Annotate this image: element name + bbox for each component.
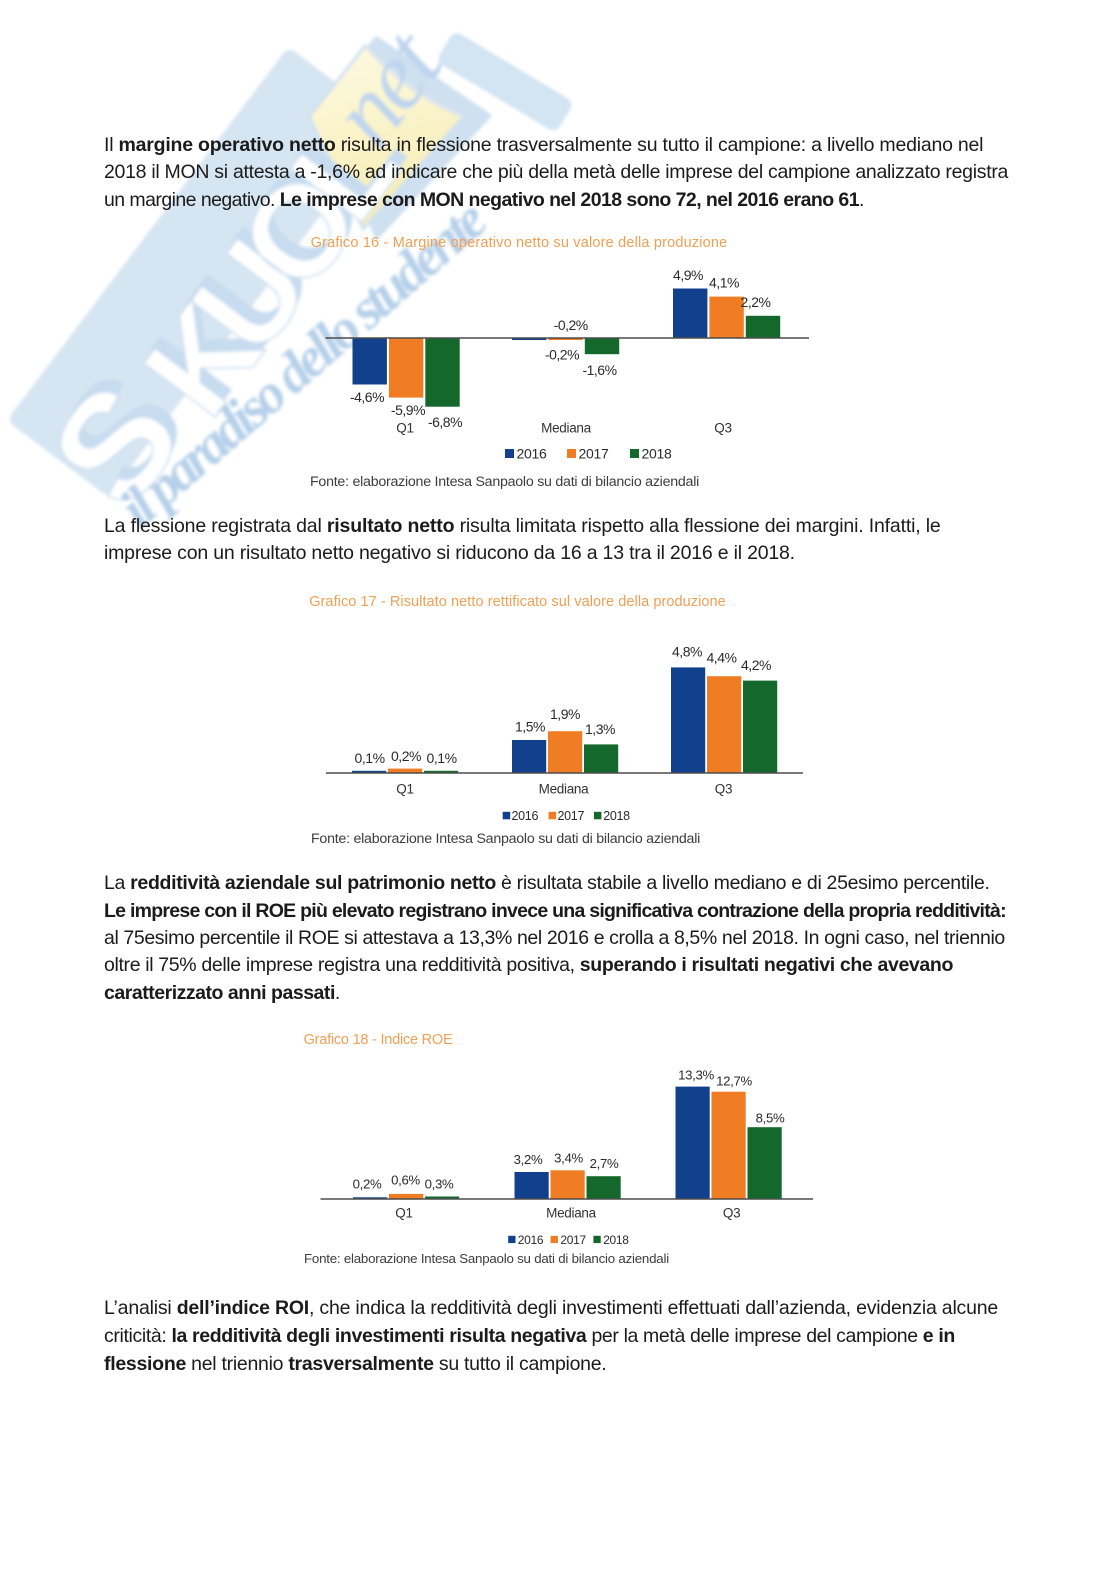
svg-text:0,1%: 0,1%: [427, 750, 457, 766]
svg-text:Grafico 16 - Margine operativo: Grafico 16 - Margine operativo netto su …: [311, 235, 728, 251]
svg-text:Fonte: elaborazione Intesa San: Fonte: elaborazione Intesa Sanpaolo su d…: [311, 831, 700, 847]
svg-text:0,3%: 0,3%: [425, 1177, 454, 1192]
svg-text:4,4%: 4,4%: [706, 649, 736, 665]
svg-text:4,2%: 4,2%: [741, 657, 771, 673]
svg-text:Q1: Q1: [396, 782, 413, 797]
svg-text:2017: 2017: [558, 809, 585, 823]
svg-text:-0,2%: -0,2%: [554, 317, 588, 333]
svg-text:1,9%: 1,9%: [550, 706, 580, 722]
svg-text:Mediana: Mediana: [539, 782, 589, 797]
svg-text:2018: 2018: [603, 809, 630, 823]
svg-text:Mediana: Mediana: [546, 1205, 596, 1220]
svg-text:3,4%: 3,4%: [554, 1150, 583, 1165]
svg-text:-6,8%: -6,8%: [428, 414, 462, 430]
svg-text:3,2%: 3,2%: [514, 1152, 543, 1167]
svg-text:2,2%: 2,2%: [741, 294, 771, 310]
svg-text:Grafico 18 - Indice ROE: Grafico 18 - Indice ROE: [304, 1032, 453, 1048]
svg-text:1,5%: 1,5%: [515, 718, 545, 734]
svg-text:Q1: Q1: [396, 421, 413, 436]
svg-text:2016: 2016: [518, 1233, 544, 1247]
svg-text:-5,9%: -5,9%: [391, 402, 425, 418]
svg-text:Q3: Q3: [723, 1205, 740, 1220]
svg-text:Fonte: elaborazione Intesa San: Fonte: elaborazione Intesa Sanpaolo su d…: [304, 1251, 669, 1266]
svg-text:4,1%: 4,1%: [709, 274, 739, 290]
svg-text:0,6%: 0,6%: [391, 1173, 420, 1188]
svg-text:0,1%: 0,1%: [355, 750, 385, 766]
svg-text:2017: 2017: [579, 446, 609, 462]
svg-text:2017: 2017: [560, 1233, 586, 1247]
svg-text:12,7%: 12,7%: [716, 1073, 752, 1088]
svg-text:Grafico 17 - Risultato netto r: Grafico 17 - Risultato netto rettificato…: [309, 594, 726, 610]
svg-text:4,9%: 4,9%: [673, 267, 703, 283]
svg-text:2018: 2018: [603, 1233, 629, 1247]
svg-text:1,3%: 1,3%: [585, 721, 615, 737]
svg-text:-0,2%: -0,2%: [545, 346, 579, 362]
svg-text:0,2%: 0,2%: [391, 748, 421, 764]
svg-text:2016: 2016: [517, 446, 547, 462]
svg-text:2,7%: 2,7%: [590, 1156, 619, 1171]
svg-text:Q3: Q3: [715, 782, 732, 797]
svg-text:Q3: Q3: [714, 421, 731, 436]
svg-text:Fonte: elaborazione Intesa San: Fonte: elaborazione Intesa Sanpaolo su d…: [310, 474, 699, 490]
svg-text:Mediana: Mediana: [541, 421, 591, 436]
svg-text:2016: 2016: [512, 809, 539, 823]
svg-text:Q1: Q1: [395, 1205, 412, 1220]
svg-text:4,8%: 4,8%: [672, 644, 702, 660]
svg-text:0,2%: 0,2%: [353, 1177, 382, 1192]
svg-text:8,5%: 8,5%: [756, 1110, 785, 1125]
svg-text:-4,6%: -4,6%: [350, 389, 384, 405]
svg-text:-1,6%: -1,6%: [582, 362, 616, 378]
svg-text:13,3%: 13,3%: [678, 1067, 714, 1082]
svg-text:2018: 2018: [642, 446, 672, 462]
